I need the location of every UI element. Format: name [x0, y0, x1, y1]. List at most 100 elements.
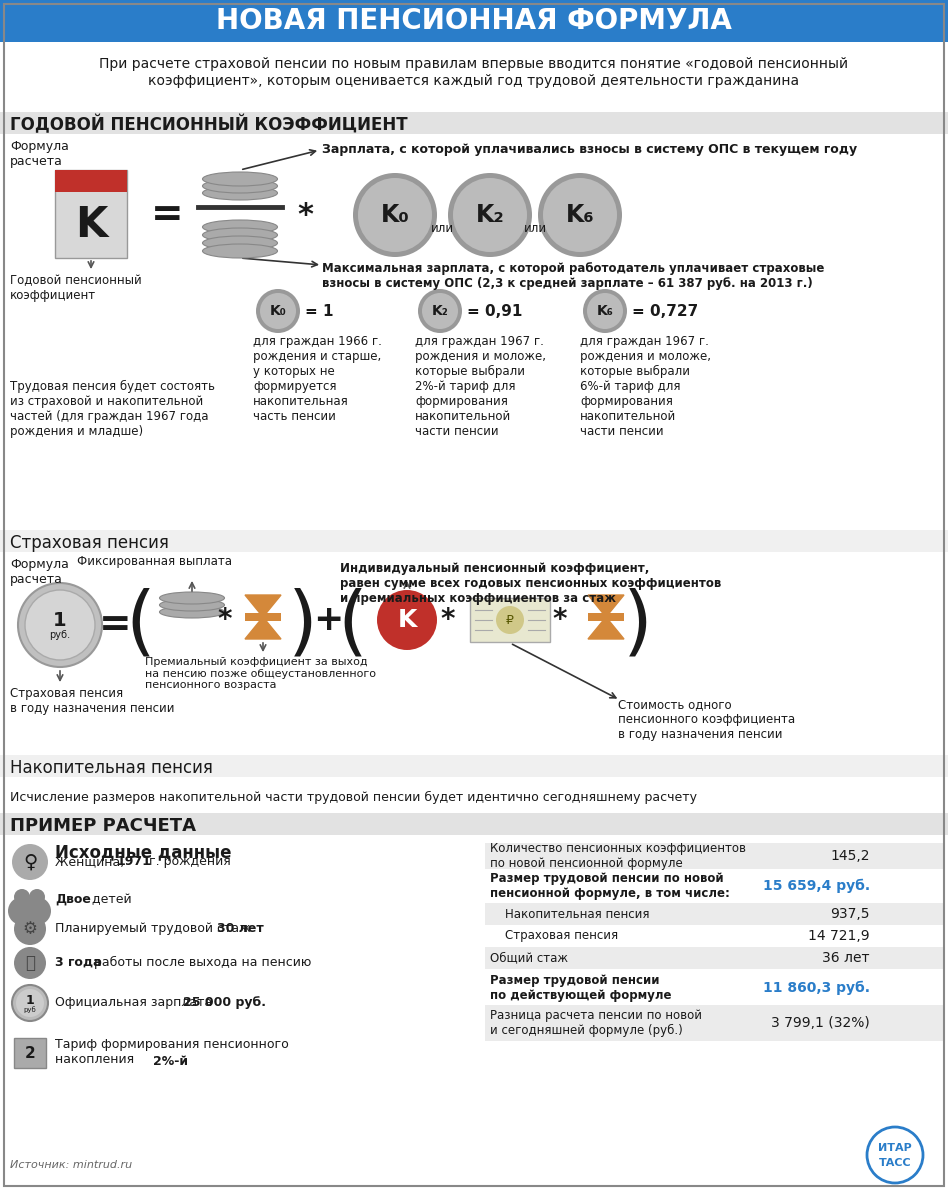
Text: 3 года: 3 года	[55, 956, 101, 969]
Text: 15 659,4 руб.: 15 659,4 руб.	[763, 879, 870, 894]
FancyBboxPatch shape	[0, 112, 948, 134]
Text: 11 860,3 руб.: 11 860,3 руб.	[763, 981, 870, 995]
Text: Формула
расчета: Формула расчета	[10, 140, 69, 168]
Circle shape	[29, 889, 45, 906]
FancyBboxPatch shape	[485, 869, 943, 903]
FancyBboxPatch shape	[0, 134, 948, 530]
FancyBboxPatch shape	[0, 530, 948, 552]
Text: 1971: 1971	[117, 854, 152, 868]
Text: K₀: K₀	[269, 303, 286, 318]
FancyBboxPatch shape	[588, 613, 624, 621]
Text: ♀: ♀	[23, 852, 37, 871]
Polygon shape	[588, 595, 624, 616]
Circle shape	[16, 989, 44, 1017]
Text: коэффициент», которым оценивается каждый год трудовой деятельности гражданина: коэффициент», которым оценивается каждый…	[149, 74, 799, 88]
Text: 3 799,1 (32%): 3 799,1 (32%)	[772, 1016, 870, 1031]
Text: K: K	[75, 203, 107, 245]
Text: Размер трудовой пенсии
по действующей формуле: Размер трудовой пенсии по действующей фо…	[490, 973, 671, 1002]
Ellipse shape	[159, 599, 225, 610]
FancyBboxPatch shape	[485, 947, 943, 969]
Ellipse shape	[203, 173, 278, 186]
Text: Официальная зарплата: Официальная зарплата	[55, 996, 216, 1009]
Text: K: K	[397, 608, 417, 632]
Text: ПРИМЕР РАСЧЕТА: ПРИМЕР РАСЧЕТА	[10, 818, 196, 835]
Text: 30 лет: 30 лет	[217, 922, 264, 935]
Text: 2%-й: 2%-й	[153, 1056, 188, 1067]
FancyBboxPatch shape	[0, 42, 948, 112]
Circle shape	[18, 583, 102, 668]
FancyBboxPatch shape	[485, 903, 943, 925]
FancyBboxPatch shape	[14, 1038, 46, 1067]
Ellipse shape	[203, 228, 278, 242]
Text: Женщина,: Женщина,	[55, 854, 128, 868]
Circle shape	[23, 897, 51, 925]
Ellipse shape	[203, 244, 278, 258]
Text: Премиальный коэффициент за выход
на пенсию позже общеустановленного
пенсионного : Премиальный коэффициент за выход на пенс…	[145, 657, 376, 690]
Polygon shape	[245, 616, 281, 639]
Text: = 0,91: = 0,91	[467, 303, 522, 319]
Text: Тариф формирования пенсионного
накопления: Тариф формирования пенсионного накоплени…	[55, 1038, 289, 1066]
Ellipse shape	[203, 186, 278, 200]
Text: Стоимость одного
пенсионного коэффициента
в году назначения пенсии: Стоимость одного пенсионного коэффициент…	[618, 699, 795, 741]
Text: Формула
расчета: Формула расчета	[10, 558, 69, 585]
Text: K₀: K₀	[381, 203, 410, 227]
Text: 937,5: 937,5	[830, 907, 870, 921]
Text: г. рождения: г. рождения	[145, 854, 230, 868]
Text: ⛏: ⛏	[25, 954, 35, 972]
Ellipse shape	[203, 236, 278, 250]
Text: для граждан 1967 г.
рождения и моложе,
которые выбрали
2%-й тариф для
формирован: для граждан 1967 г. рождения и моложе, к…	[415, 336, 546, 438]
FancyBboxPatch shape	[245, 613, 281, 621]
Text: ТАСС: ТАСС	[879, 1158, 911, 1169]
Text: или: или	[430, 223, 453, 234]
Text: Страховая пенсия: Страховая пенсия	[10, 534, 169, 552]
Text: Максимальная зарплата, с которой работодатель уплачивает страховые
взносы в сист: Максимальная зарплата, с которой работод…	[322, 262, 825, 290]
FancyBboxPatch shape	[485, 971, 943, 1006]
Text: ): )	[623, 588, 653, 662]
Circle shape	[8, 897, 36, 925]
Circle shape	[867, 1127, 923, 1183]
Text: Источник: mintrud.ru: Источник: mintrud.ru	[10, 1160, 132, 1170]
Text: = 1: = 1	[305, 303, 334, 319]
Text: ₽: ₽	[506, 614, 514, 626]
Text: Страховая пенсия
в году назначения пенсии: Страховая пенсия в году назначения пенси…	[10, 687, 174, 715]
Ellipse shape	[159, 591, 225, 605]
Text: При расчете страховой пенсии по новым правилам впервые вводится понятие «годовой: При расчете страховой пенсии по новым пр…	[100, 57, 848, 71]
Ellipse shape	[203, 178, 278, 193]
Text: K₂: K₂	[431, 303, 448, 318]
Circle shape	[260, 293, 296, 328]
Text: 36 лет: 36 лет	[823, 951, 870, 965]
Text: Страховая пенсия: Страховая пенсия	[505, 929, 618, 942]
Circle shape	[422, 293, 458, 328]
Text: Накопительная пенсия: Накопительная пенсия	[505, 908, 649, 921]
Text: 2: 2	[25, 1046, 35, 1060]
FancyBboxPatch shape	[55, 170, 127, 258]
Text: +: +	[313, 603, 343, 637]
Text: Размер трудовой пенсии по новой
пенсионной формуле, в том числе:: Размер трудовой пенсии по новой пенсионн…	[490, 872, 730, 900]
Text: 1: 1	[26, 994, 34, 1007]
Text: =: =	[151, 196, 183, 234]
Circle shape	[543, 178, 617, 252]
Text: Разница расчета пенсии по новой
и сегодняшней формуле (руб.): Разница расчета пенсии по новой и сегодн…	[490, 1009, 702, 1036]
Circle shape	[538, 173, 622, 257]
Text: Количество пенсионных коэффициентов
по новой пенсионной формуле: Количество пенсионных коэффициентов по н…	[490, 843, 746, 870]
Text: (: (	[337, 588, 367, 662]
Circle shape	[25, 590, 95, 660]
Text: = 0,727: = 0,727	[632, 303, 699, 319]
Text: 25 000 руб.: 25 000 руб.	[183, 996, 266, 1009]
Text: *: *	[553, 606, 567, 634]
FancyBboxPatch shape	[0, 552, 948, 754]
Text: Двое: Двое	[55, 892, 91, 906]
Text: Фиксированная выплата: Фиксированная выплата	[78, 555, 232, 568]
FancyBboxPatch shape	[0, 754, 948, 777]
Text: Исходные данные: Исходные данные	[55, 843, 231, 862]
Text: Общий стаж: Общий стаж	[490, 952, 568, 965]
FancyBboxPatch shape	[470, 599, 550, 641]
Circle shape	[448, 173, 532, 257]
Circle shape	[14, 913, 46, 945]
Text: Годовой пенсионный
коэффициент: Годовой пенсионный коэффициент	[10, 274, 142, 302]
Text: Индивидуальный пенсионный коэффициент,
равен сумме всех годовых пенсионных коэфф: Индивидуальный пенсионный коэффициент, р…	[340, 562, 721, 605]
FancyBboxPatch shape	[0, 777, 948, 813]
Text: 14 721,9: 14 721,9	[809, 929, 870, 942]
Text: *: *	[297, 200, 313, 230]
Text: 145,2: 145,2	[830, 848, 870, 863]
